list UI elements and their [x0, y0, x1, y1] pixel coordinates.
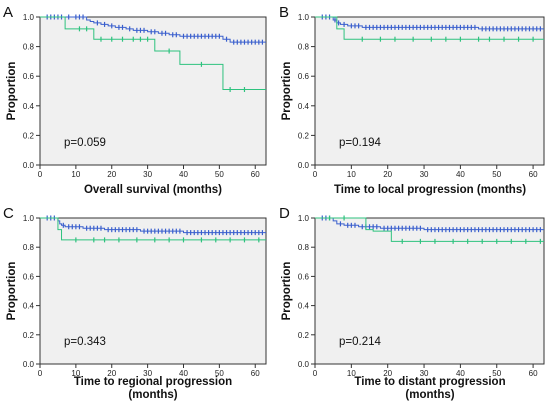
x-tick-label: 0	[38, 369, 43, 378]
km-curve-green	[315, 217, 544, 242]
y-tick-label: 0.6	[23, 72, 35, 81]
km-curve-green	[315, 16, 544, 40]
x-tick-label: 40	[456, 170, 465, 179]
p-value-annotation: p=0.194	[339, 137, 381, 149]
y-tick-label: 0.4	[298, 102, 310, 111]
x-axis-title: Overall survival (months)	[84, 184, 222, 196]
x-tick-label: 40	[456, 369, 465, 378]
x-tick-label: 30	[420, 170, 429, 179]
y-tick-label: 0.2	[23, 131, 35, 140]
x-tick-label: 0	[313, 170, 318, 179]
y-tick-label: 0.4	[298, 302, 310, 311]
km-curve-green	[40, 16, 266, 91]
y-axis-title: Proportion	[6, 262, 18, 321]
y-tick-label: 0.2	[23, 331, 35, 340]
km-curve-green	[40, 217, 266, 241]
y-tick-label: 0.6	[298, 272, 310, 281]
y-tick-label: 0.8	[298, 243, 310, 252]
y-tick-label: 1.0	[23, 214, 35, 223]
x-tick-label: 20	[383, 170, 392, 179]
y-tick-label: 1.0	[298, 214, 310, 223]
plot-area	[39, 16, 267, 166]
x-tick-label: 50	[492, 170, 501, 179]
x-tick-label: 20	[383, 369, 392, 378]
y-tick-label: 1.0	[298, 13, 310, 22]
plot-area	[39, 217, 267, 365]
panel-a: 0.0 0.2 0.4 0.6 0.8 1.0 0 10 20 30 40 50 60 Ap=0.059 P…	[3, 4, 267, 196]
panel-c: 0.0 0.2 0.4 0.6 0.8 1.0 0 10 20 30 40 50 60 Cp=0.343 P…	[3, 205, 267, 401]
x-tick-label: 60	[251, 369, 260, 378]
x-axis-title-line2: (months)	[128, 389, 177, 401]
x-axis-title: Time to regional progression	[74, 376, 232, 388]
x-tick-label: 50	[492, 369, 501, 378]
p-value-annotation: p=0.059	[64, 137, 106, 149]
x-axis-title: Time to local progression (months)	[334, 184, 526, 196]
y-tick-label: 0.8	[23, 243, 35, 252]
y-tick-label: 0.0	[298, 360, 310, 369]
x-tick-label: 60	[529, 170, 538, 179]
x-tick-label: 0	[313, 369, 318, 378]
x-tick-label: 20	[107, 170, 116, 179]
y-tick-label: 0.4	[23, 302, 35, 311]
y-axis-title: Proportion	[281, 62, 293, 121]
panel-label: B	[279, 4, 289, 21]
y-axis-title: Proportion	[281, 262, 293, 321]
panel-label: C	[3, 205, 14, 222]
panel-d: 0.0 0.2 0.4 0.6 0.8 1.0 0 10 20 30 40 50 60 Dp=0.214 P…	[279, 205, 545, 401]
x-tick-label: 10	[71, 170, 80, 179]
x-tick-label: 50	[215, 369, 224, 378]
y-tick-label: 0.4	[23, 102, 35, 111]
x-tick-label: 10	[347, 369, 356, 378]
x-tick-label: 60	[251, 170, 260, 179]
x-tick-label: 30	[143, 170, 152, 179]
y-tick-label: 0.8	[298, 43, 310, 52]
x-tick-label: 40	[179, 369, 188, 378]
y-tick-label: 0.0	[23, 360, 35, 369]
x-tick-label: 10	[347, 170, 356, 179]
plot-area	[314, 16, 545, 166]
panel-label: A	[3, 4, 13, 21]
y-axis-title: Proportion	[6, 62, 18, 121]
y-tick-label: 0.6	[298, 72, 310, 81]
x-axis-title: Time to distant progression	[354, 376, 505, 388]
plot-area	[314, 217, 545, 365]
panel-b: 0.0 0.2 0.4 0.6 0.8 1.0 0 10 20 30 40 50 60 Bp=0.194 P…	[279, 4, 545, 196]
x-tick-label: 60	[529, 369, 538, 378]
p-value-annotation: p=0.343	[64, 336, 106, 348]
x-tick-label: 40	[179, 170, 188, 179]
x-tick-label: 20	[107, 369, 116, 378]
y-tick-label: 1.0	[23, 13, 35, 22]
x-tick-label: 50	[215, 170, 224, 179]
x-tick-label: 10	[71, 369, 80, 378]
x-axis-title-line2: (months)	[405, 389, 454, 401]
x-tick-label: 0	[38, 170, 43, 179]
y-tick-label: 0.8	[23, 43, 35, 52]
y-tick-label: 0.2	[298, 131, 310, 140]
panel-label: D	[279, 205, 290, 222]
y-tick-label: 0.0	[298, 161, 310, 170]
x-tick-label: 30	[143, 369, 152, 378]
x-tick-label: 30	[420, 369, 429, 378]
y-tick-label: 0.6	[23, 272, 35, 281]
y-tick-label: 0.2	[298, 331, 310, 340]
p-value-annotation: p=0.214	[339, 336, 381, 348]
y-tick-label: 0.0	[23, 161, 35, 170]
